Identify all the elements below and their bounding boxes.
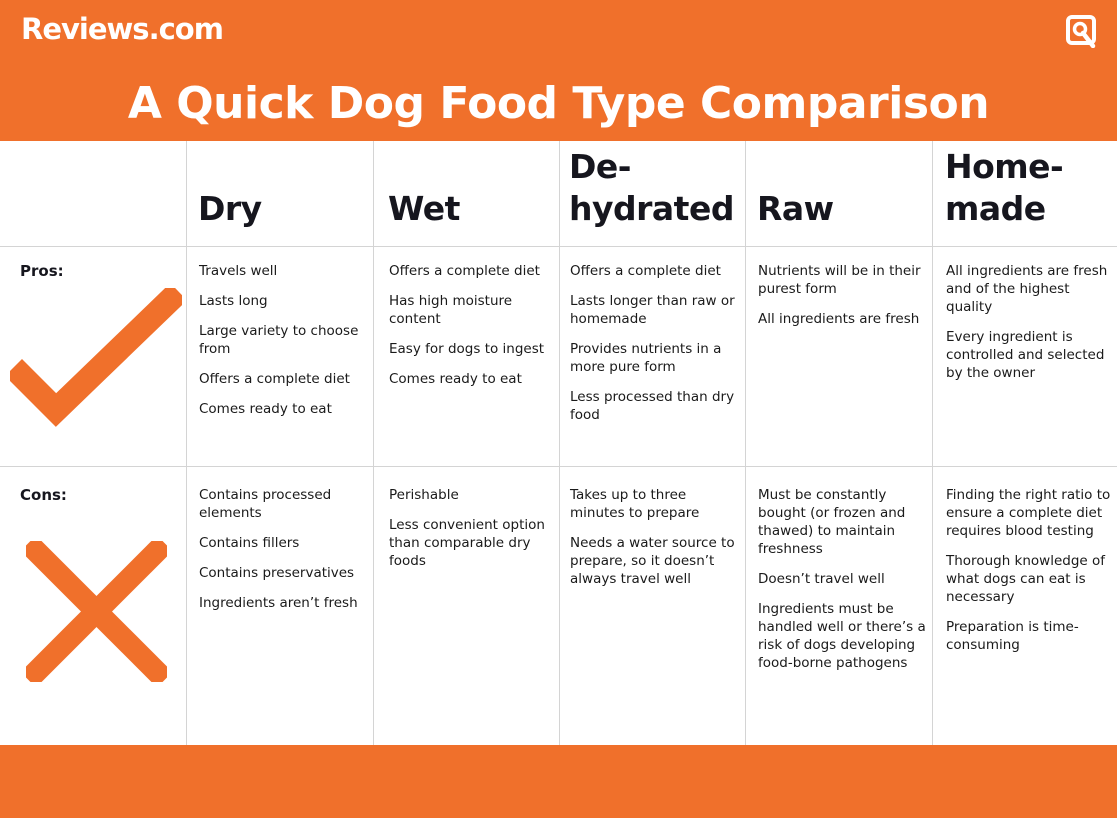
brand-logo[interactable]: Reviews.com — [21, 12, 224, 46]
list-item: Offers a complete diet — [199, 371, 350, 387]
cons-cell-dehydrated: Takes up to three minutes to prepare Nee… — [570, 486, 740, 600]
list-item: Contains preservatives — [199, 565, 355, 581]
list-item: Finding the right ratio to ensure a comp… — [946, 487, 1111, 539]
column-header-dry: Dry — [198, 188, 262, 230]
x-cross-icon — [26, 541, 167, 682]
column-header-line: hydrated — [569, 189, 734, 228]
page-title: A Quick Dog Food Type Comparison — [127, 78, 990, 129]
list-item: Nutrients will be in their purest form — [758, 263, 921, 297]
pros-cell-homemade: All ingredients are fresh and of the hig… — [946, 262, 1112, 394]
list-item: Perishable — [389, 487, 459, 503]
column-header-line: De- — [569, 147, 631, 186]
cons-cell-dry: Contains processed elements Contains fil… — [199, 486, 369, 624]
list-item: Lasts longer than raw or homemade — [570, 293, 735, 327]
list-item: Needs a water source to prepare, so it d… — [570, 535, 735, 587]
column-header-raw: Raw — [757, 188, 834, 230]
column-header-line: Dry — [198, 189, 262, 228]
column-header-line: Raw — [757, 189, 834, 228]
row-label-pros: Pros: — [20, 262, 64, 280]
list-item: Takes up to three minutes to prepare — [570, 487, 700, 521]
pros-cell-raw: Nutrients will be in their purest form A… — [758, 262, 926, 340]
header-banner: Reviews.com A Quick Dog Food Type Compar… — [0, 0, 1117, 141]
list-item: Ingredients must be handled well or ther… — [758, 601, 926, 671]
list-item: Lasts long — [199, 293, 268, 309]
list-item: Contains fillers — [199, 535, 300, 551]
list-item: All ingredients are fresh and of the hig… — [946, 263, 1108, 315]
checkmark-icon — [10, 288, 182, 427]
list-item: Thorough knowledge of what dogs can eat … — [946, 553, 1106, 605]
list-item: Ingredients aren’t fresh — [199, 595, 358, 611]
column-header-line: Wet — [388, 189, 460, 228]
list-item: Provides nutrients in a more pure form — [570, 341, 722, 375]
list-item: Has high moisture content — [389, 293, 513, 327]
column-header-line: made — [945, 189, 1046, 228]
list-item: Easy for dogs to ingest — [389, 341, 545, 357]
list-item: Less convenient option than comparable d… — [389, 517, 545, 569]
list-item: Comes ready to eat — [389, 371, 522, 387]
footer-band — [0, 745, 1117, 818]
pros-cell-dehydrated: Offers a complete diet Lasts longer than… — [570, 262, 740, 436]
column-header-wet: Wet — [388, 188, 460, 230]
row-divider — [0, 246, 1117, 247]
column-header-line: Home- — [945, 147, 1064, 186]
list-item: Contains processed elements — [199, 487, 332, 521]
list-item: Must be constantly bought (or frozen and… — [758, 487, 906, 557]
list-item: Doesn’t travel well — [758, 571, 885, 587]
list-item: All ingredients are fresh — [758, 311, 920, 327]
list-item: Comes ready to eat — [199, 401, 332, 417]
list-item: Every ingredient is controlled and selec… — [946, 329, 1105, 381]
list-item: Large variety to choose from — [199, 323, 359, 357]
reviews-r-logo-icon — [1066, 15, 1096, 48]
list-item: Less processed than dry food — [570, 389, 735, 423]
row-divider — [0, 466, 1117, 467]
pros-cell-wet: Offers a complete diet Has high moisture… — [389, 262, 554, 400]
column-header-homemade: Home- made — [945, 146, 1064, 230]
column-header-dehydrated: De- hydrated — [569, 146, 734, 230]
list-item: Preparation is time-consuming — [946, 619, 1079, 653]
column-divider — [559, 141, 560, 745]
pros-cell-dry: Travels well Lasts long Large variety to… — [199, 262, 369, 430]
list-item: Offers a complete diet — [570, 263, 721, 279]
column-divider — [186, 141, 187, 745]
column-divider — [745, 141, 746, 745]
column-divider — [373, 141, 374, 745]
list-item: Travels well — [199, 263, 278, 279]
cons-cell-homemade: Finding the right ratio to ensure a comp… — [946, 486, 1112, 666]
cons-cell-raw: Must be constantly bought (or frozen and… — [758, 486, 926, 684]
row-label-cons: Cons: — [20, 486, 67, 504]
cons-cell-wet: Perishable Less convenient option than c… — [389, 486, 554, 582]
list-item: Offers a complete diet — [389, 263, 540, 279]
column-divider — [932, 141, 933, 745]
